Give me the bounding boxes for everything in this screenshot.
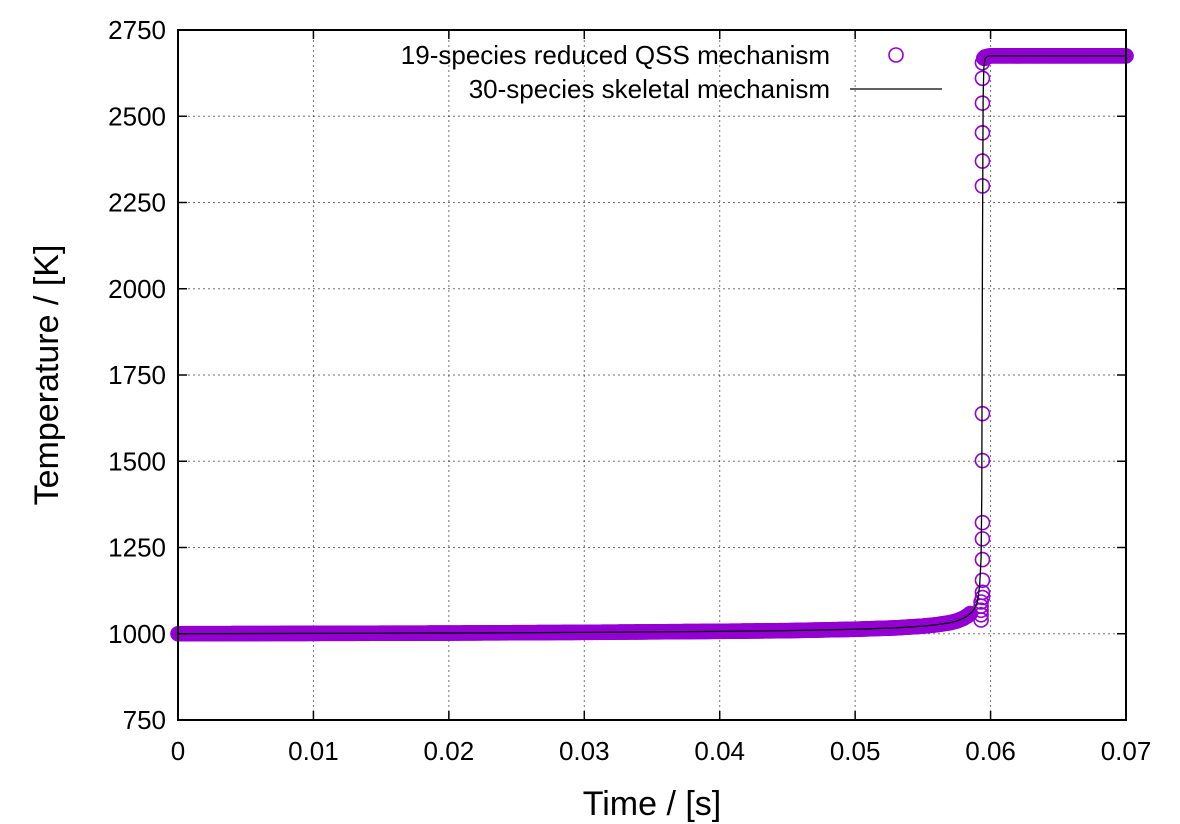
x-tick-label: 0.02 [424,736,475,766]
legend-label-qss: 19-species reduced QSS mechanism [401,40,830,70]
qss-data-point [974,572,991,589]
y-tick-label: 750 [123,705,166,735]
axis-ticks: 0 0.01 0.02 0.03 0.04 0.05 0.06 0.07 750 1000 1250… [108,15,1151,766]
x-tick-label: 0.01 [288,736,339,766]
x-tick-label: 0.06 [965,736,1016,766]
y-tick-label: 2750 [108,15,166,45]
qss-data-point [974,514,991,531]
qss-data-point [973,602,989,619]
x-tick-label: 0.05 [830,736,881,766]
qss-data-point [977,49,993,65]
legend-marker-qss [888,47,904,63]
y-tick-label: 2250 [108,188,166,218]
x-tick-label: 0.07 [1101,736,1152,766]
x-axis-title: Time / [s] [583,785,722,823]
qss-data-point [974,589,991,606]
legend-label-skeletal: 30-species skeletal mechanism [469,74,830,104]
grid [178,30,1126,720]
x-tick-label: 0.03 [559,736,610,766]
y-axis-title: Temperature / [K] [28,245,66,506]
qss-data-point [974,551,991,568]
y-tick-label: 2500 [108,101,166,131]
y-tick-label: 1000 [108,619,166,649]
y-tick-label: 2000 [108,274,166,304]
series-qss-markers [170,48,1134,642]
qss-data-point [974,531,991,547]
y-tick-label: 1500 [108,446,166,476]
series-skeletal-line [177,55,1126,635]
x-tick-label: 0 [171,736,185,766]
qss-data-point [973,606,989,623]
qss-data-point [974,70,991,87]
y-tick-label: 1250 [108,533,166,563]
plot-series [170,48,1134,642]
qss-data-point [974,584,991,601]
y-tick-label: 1750 [108,360,166,390]
legend: 19-species reduced QSS mechanism 30-spec… [401,40,942,104]
x-tick-label: 0.04 [694,736,745,766]
